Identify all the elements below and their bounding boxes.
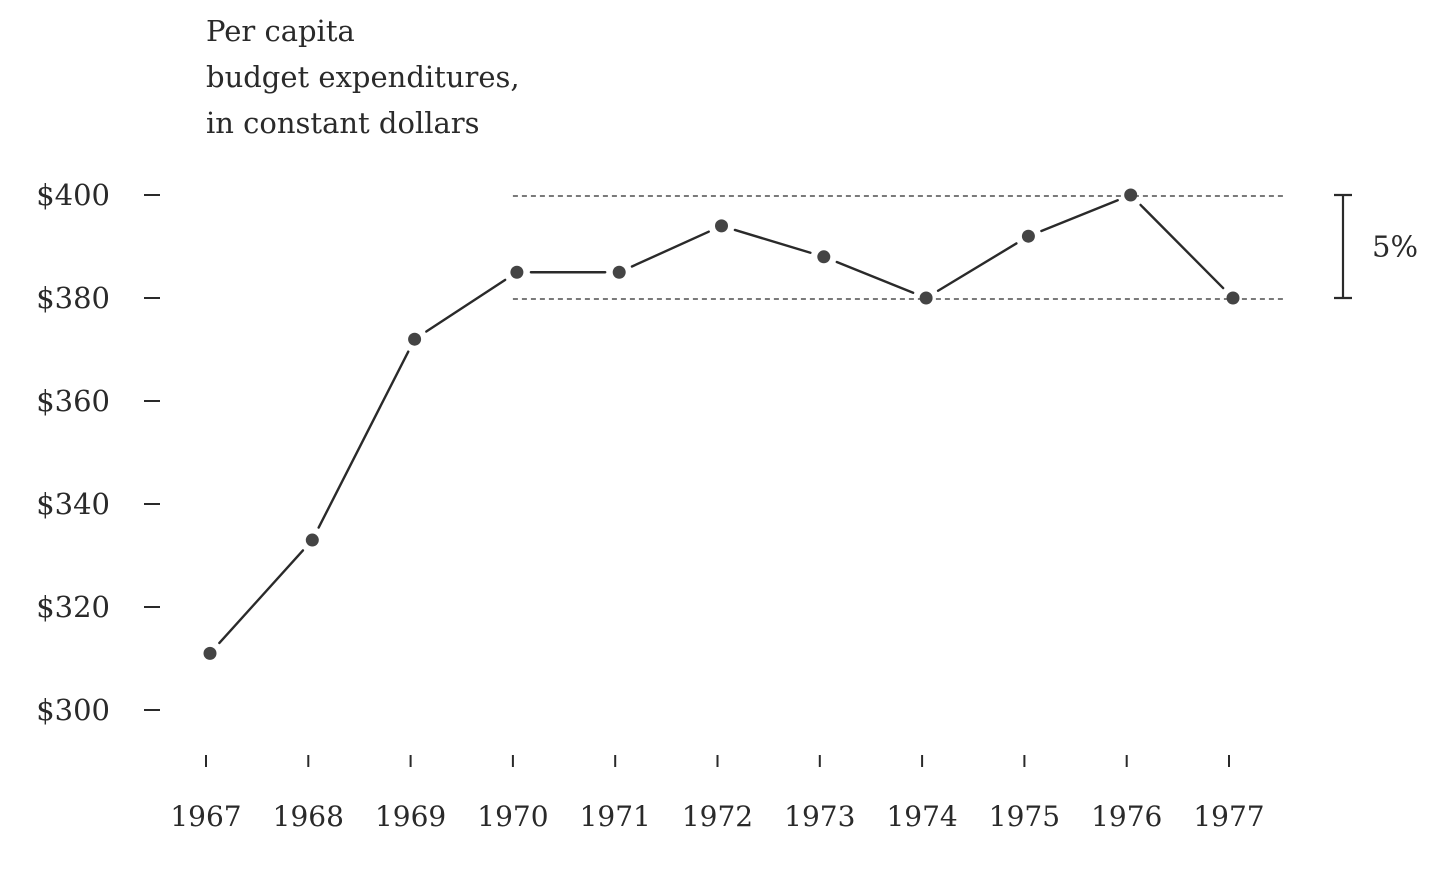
data-point-1977: [1226, 291, 1240, 305]
range-annotation: 5%: [1334, 193, 1418, 300]
chart-title-line-2: budget expenditures,: [206, 60, 520, 94]
x-tick-label-1: 1968: [273, 800, 344, 833]
series-segment-0-5: [733, 228, 812, 254]
y-tick-label-2: $340: [36, 487, 110, 521]
y-tick-label-3: $360: [36, 384, 110, 418]
data-point-1972: [715, 219, 728, 233]
data-point-1975: [1021, 229, 1035, 243]
series-segment-0-4: [630, 230, 710, 268]
y-tick-label-1: $320: [36, 590, 110, 624]
chart-title-line-3: in constant dollars: [206, 106, 480, 140]
data-point-1970: [510, 265, 524, 279]
y-tick-label-4: $380: [36, 281, 110, 315]
chart-title-line-1: Per capita: [206, 14, 355, 48]
data-point-1971: [612, 265, 626, 279]
series-segment-0-0: [218, 549, 305, 645]
x-tick-label-10: 1977: [1193, 800, 1264, 833]
x-tick-label-2: 1969: [375, 800, 446, 833]
range-annotation-label: 5%: [1372, 230, 1418, 264]
data-point-1969: [408, 332, 422, 346]
x-tick-label-5: 1972: [682, 800, 753, 833]
x-axis: 1967 1968 1969 1970 1971 1972 1973 1974 1975 1976…: [170, 755, 1265, 833]
x-tick-label-9: 1976: [1091, 800, 1162, 833]
series-segment-0-2: [425, 278, 507, 333]
x-tick-label-7: 1974: [886, 800, 957, 833]
x-tick-label-4: 1971: [580, 800, 651, 833]
series-layer: [203, 188, 1240, 660]
series-segment-0-1: [317, 350, 410, 529]
data-point-1968: [305, 533, 319, 547]
x-tick-label-0: 1967: [170, 800, 241, 833]
y-tick-label-5: $400: [36, 178, 110, 212]
x-tick-label-3: 1970: [477, 800, 548, 833]
reference-lines: [512, 195, 1286, 300]
data-point-1976: [1124, 188, 1138, 202]
x-tick-label-6: 1973: [784, 800, 855, 833]
series-segment-0-9: [1139, 203, 1225, 290]
data-point-1974: [919, 291, 933, 305]
y-axis: $300 $320 $340 $360 $380 $400: [36, 178, 160, 727]
x-tick-label-8: 1975: [989, 800, 1060, 833]
chart-title: Per capita budget expenditures, in const…: [206, 8, 520, 146]
data-point-1967: [203, 646, 217, 660]
series-segment-0-8: [1040, 199, 1119, 233]
y-tick-label-0: $300: [36, 693, 110, 727]
series-segment-0-7: [936, 242, 1018, 292]
series-segment-0-6: [835, 260, 915, 294]
data-point-1973: [817, 250, 831, 264]
